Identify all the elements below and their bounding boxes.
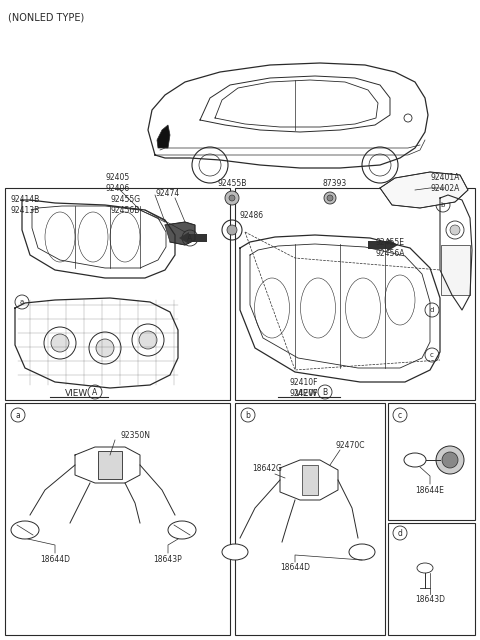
Text: 18643P: 18643P — [154, 556, 182, 564]
Circle shape — [139, 331, 157, 349]
Text: 92455G
92456B: 92455G 92456B — [110, 195, 140, 214]
Circle shape — [442, 452, 458, 468]
Bar — [5, 403, 230, 635]
Text: 92474: 92474 — [155, 189, 179, 198]
Circle shape — [449, 251, 467, 269]
Text: 18644D: 18644D — [40, 556, 70, 564]
Bar — [388, 523, 475, 635]
Circle shape — [436, 446, 464, 474]
Circle shape — [132, 324, 164, 356]
Text: 18644D: 18644D — [280, 563, 310, 573]
Bar — [441, 245, 470, 295]
Bar — [98, 451, 122, 479]
FancyArrow shape — [368, 239, 398, 251]
Text: (NONLED TYPE): (NONLED TYPE) — [8, 12, 84, 22]
Bar — [5, 188, 230, 400]
Text: 87393: 87393 — [323, 179, 347, 188]
Circle shape — [327, 195, 333, 201]
Ellipse shape — [11, 521, 39, 539]
Text: a: a — [20, 299, 24, 305]
Circle shape — [447, 276, 465, 294]
Polygon shape — [380, 172, 468, 208]
Circle shape — [227, 225, 237, 235]
FancyArrow shape — [179, 232, 207, 244]
Circle shape — [324, 192, 336, 204]
Bar — [235, 188, 475, 400]
Circle shape — [51, 334, 69, 352]
Ellipse shape — [404, 453, 426, 467]
Text: 92455E
92456A: 92455E 92456A — [375, 238, 405, 258]
Polygon shape — [165, 222, 195, 245]
Circle shape — [44, 327, 76, 359]
Text: d: d — [397, 529, 402, 538]
Text: 18642G: 18642G — [252, 463, 282, 472]
Text: 92401A
92402A: 92401A 92402A — [430, 173, 460, 193]
Circle shape — [96, 339, 114, 357]
Text: A: A — [92, 387, 97, 397]
Text: VIEW: VIEW — [295, 388, 318, 397]
Ellipse shape — [349, 544, 375, 560]
Text: c: c — [398, 410, 402, 419]
Text: A: A — [187, 234, 192, 243]
Circle shape — [89, 332, 121, 364]
Circle shape — [446, 221, 464, 239]
Text: 92455B: 92455B — [217, 179, 247, 188]
Circle shape — [450, 225, 460, 235]
Ellipse shape — [417, 563, 433, 573]
Circle shape — [453, 255, 463, 265]
Text: 92486: 92486 — [240, 211, 264, 220]
Ellipse shape — [222, 544, 248, 560]
Text: 92350N: 92350N — [120, 431, 150, 440]
Text: 18643D: 18643D — [415, 595, 445, 605]
Polygon shape — [157, 125, 170, 148]
Text: b: b — [246, 410, 251, 419]
Text: d: d — [430, 307, 434, 313]
Circle shape — [451, 280, 461, 290]
Text: VIEW: VIEW — [65, 388, 88, 397]
Text: 92410F
92420F: 92410F 92420F — [290, 378, 319, 397]
Circle shape — [229, 195, 235, 201]
Ellipse shape — [168, 521, 196, 539]
Bar — [302, 465, 318, 495]
Text: 18644E: 18644E — [416, 486, 444, 495]
Bar — [235, 403, 385, 635]
Text: a: a — [16, 410, 20, 419]
Text: 92414B
92413B: 92414B 92413B — [10, 195, 39, 214]
Bar — [388, 403, 475, 520]
Text: b: b — [441, 202, 445, 208]
Text: 92405
92406: 92405 92406 — [106, 173, 130, 193]
Circle shape — [225, 191, 239, 205]
Text: 92470C: 92470C — [335, 440, 364, 449]
Text: c: c — [430, 352, 434, 358]
Text: B: B — [323, 387, 327, 397]
